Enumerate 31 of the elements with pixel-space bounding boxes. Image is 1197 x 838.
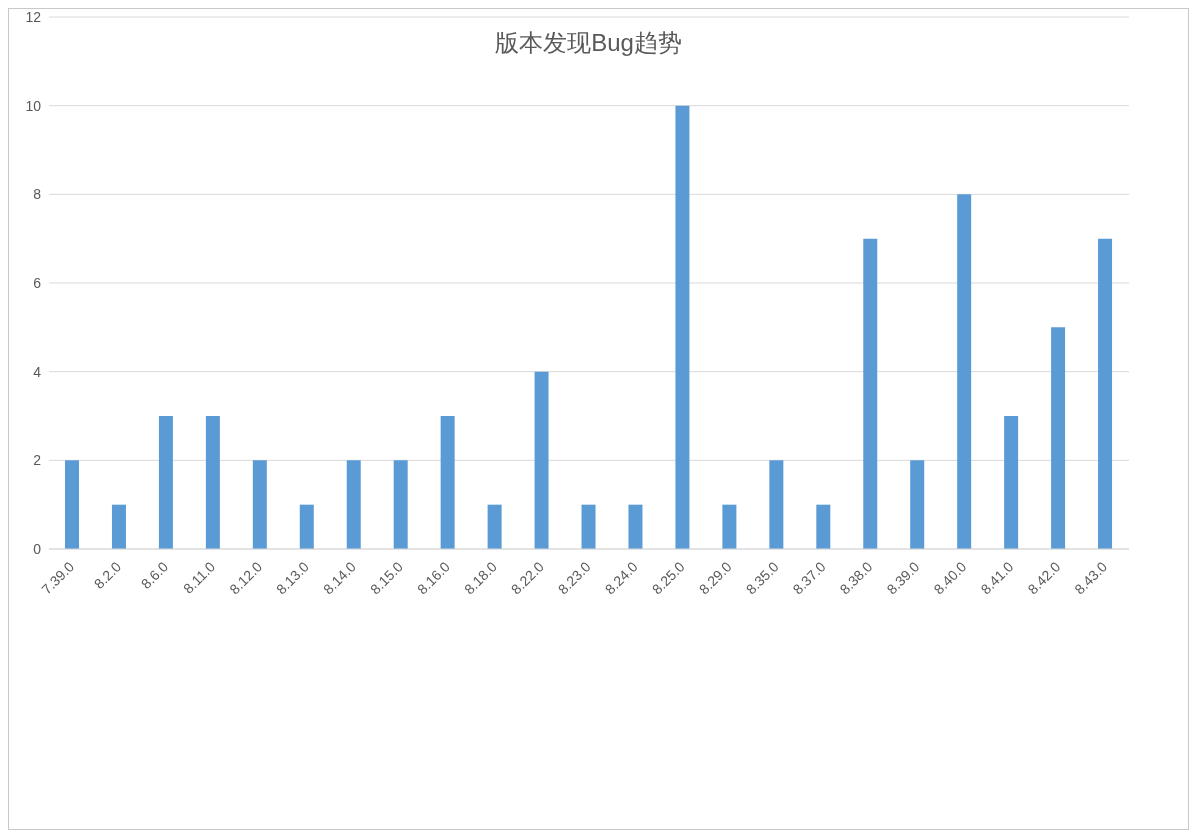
bar — [534, 371, 549, 549]
text: 版本发现Bug趋势 — [494, 28, 683, 58]
bar — [440, 416, 455, 549]
bar — [205, 416, 220, 549]
bar — [346, 460, 361, 549]
bar — [158, 416, 173, 549]
bar — [65, 460, 79, 549]
bar — [299, 504, 314, 549]
bar — [628, 504, 643, 549]
bar — [957, 194, 972, 549]
y-tick-label: 12 — [25, 8, 42, 25]
y-tick-label: 10 — [25, 97, 42, 114]
y-tick-label: 0 — [33, 540, 42, 557]
bar — [1051, 327, 1066, 549]
bar — [393, 460, 408, 549]
bar — [252, 460, 267, 549]
bar — [863, 238, 878, 549]
y-tick-label: 2 — [33, 452, 42, 469]
y-tick-label: 6 — [33, 274, 42, 291]
bar — [581, 504, 596, 549]
bar — [816, 504, 831, 549]
bar — [722, 504, 737, 549]
bar — [769, 460, 784, 549]
y-tick-label: 4 — [33, 363, 42, 380]
y-tick-label: 8 — [33, 186, 42, 203]
bar — [487, 504, 502, 549]
bar — [1004, 416, 1019, 549]
bar — [675, 105, 690, 549]
bar — [111, 504, 126, 549]
bar — [910, 460, 925, 549]
bar — [1098, 238, 1113, 549]
